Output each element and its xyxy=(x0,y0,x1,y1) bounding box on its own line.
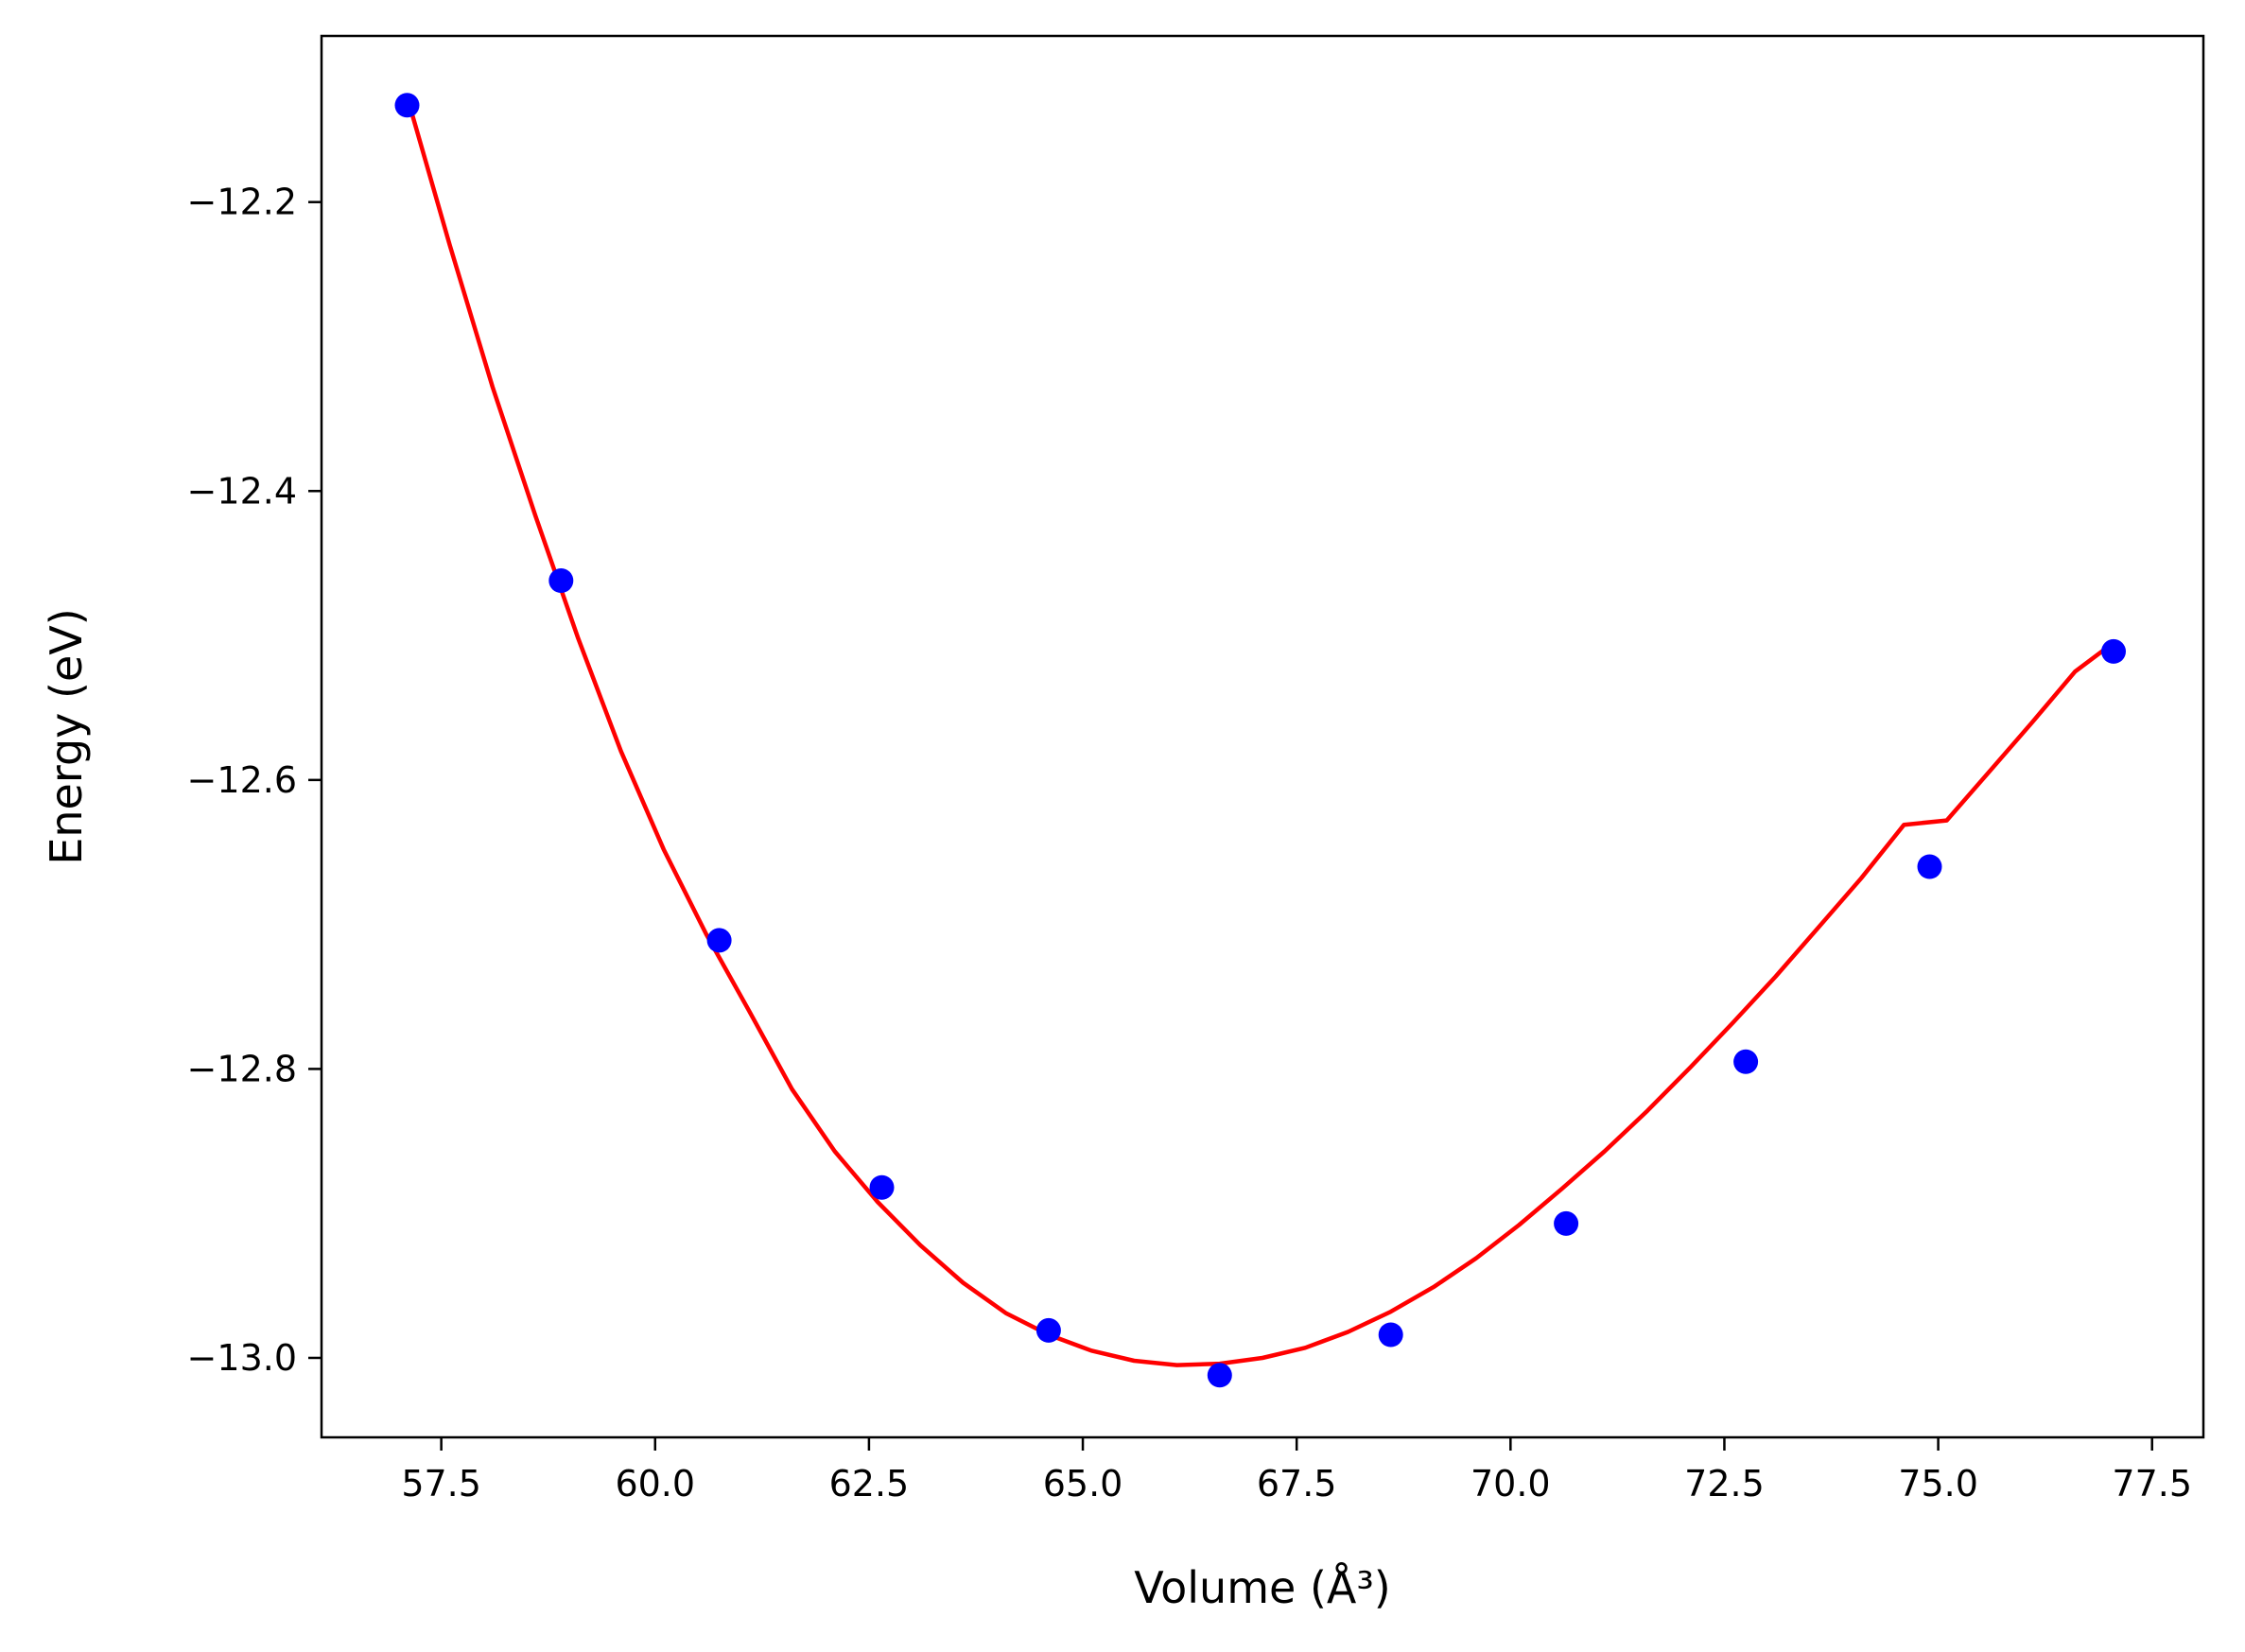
data-point xyxy=(394,93,420,118)
data-point xyxy=(706,928,732,953)
x-tick-label: 62.5 xyxy=(829,1463,910,1504)
data-point xyxy=(2101,638,2126,664)
x-tick-label: 60.0 xyxy=(615,1463,695,1504)
data-point xyxy=(1035,1317,1061,1343)
x-tick-label: 57.5 xyxy=(401,1463,481,1504)
y-axis-ticks: −12.2 −12.4 −12.6 −12.8 −13.0 xyxy=(187,182,322,1379)
x-axis-ticks: 57.5 60.0 62.5 65.0 67.5 70.0 72.5 75.0 77.5 xyxy=(401,1437,2192,1504)
x-tick-label: 75.0 xyxy=(1898,1463,1978,1504)
data-point xyxy=(1917,854,1942,879)
data-point xyxy=(1733,1049,1759,1074)
y-axis-label: Energy (eV) xyxy=(41,608,92,864)
data-point xyxy=(1554,1210,1579,1236)
x-tick-label: 72.5 xyxy=(1684,1463,1765,1504)
x-tick-label: 70.0 xyxy=(1471,1463,1551,1504)
y-tick-label: −12.4 xyxy=(187,470,297,512)
x-tick-label: 77.5 xyxy=(2112,1463,2192,1504)
plot-area xyxy=(394,93,2126,1388)
y-tick-label: −13.0 xyxy=(187,1337,297,1379)
fit-curve-line xyxy=(405,94,2116,1367)
y-tick-label: −12.2 xyxy=(187,182,297,223)
axes-frame xyxy=(320,34,2205,1439)
x-tick-label: 65.0 xyxy=(1043,1463,1123,1504)
data-point xyxy=(548,568,574,593)
y-tick-label: −12.8 xyxy=(187,1048,297,1089)
data-point xyxy=(869,1174,895,1200)
x-axis-label: Volume (Å³) xyxy=(1134,1562,1391,1613)
data-point xyxy=(1378,1322,1403,1348)
x-tick-label: 67.5 xyxy=(1257,1463,1337,1504)
y-tick-label: −12.6 xyxy=(187,759,297,801)
data-point xyxy=(1207,1363,1232,1388)
